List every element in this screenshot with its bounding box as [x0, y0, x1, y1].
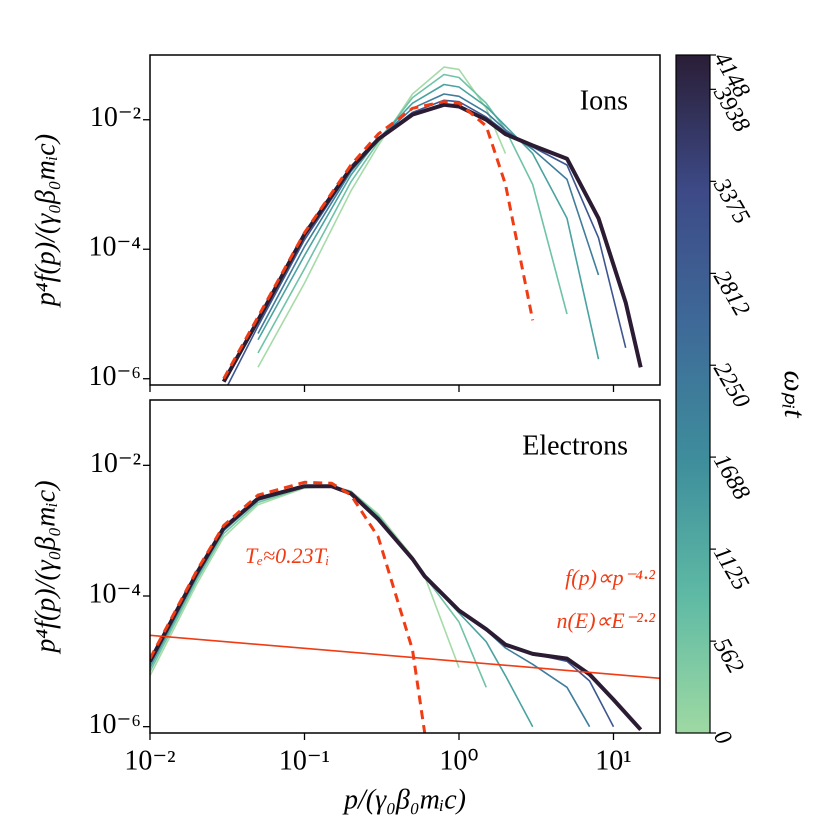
- annotation: Ions: [580, 85, 628, 116]
- y-tick-label: 10⁻⁴: [88, 232, 141, 263]
- series-line: [150, 480, 427, 733]
- colorbar: [675, 54, 711, 734]
- annotation: f(p)∝p⁻⁴·²: [565, 565, 655, 590]
- series-line: [150, 485, 534, 728]
- colorbar-tick-label: 1125: [708, 542, 754, 595]
- axes-frame: [149, 399, 661, 734]
- colorbar-tick-label: 562: [708, 634, 749, 678]
- series-line: [150, 634, 660, 680]
- y-tick-label: 10⁻⁶: [88, 709, 141, 740]
- x-axis-label: p/(γ₀β₀mᵢc): [342, 784, 466, 815]
- y-tick-label: 10⁻⁶: [88, 361, 141, 392]
- series-line: [150, 484, 643, 732]
- series-line: [226, 99, 627, 385]
- plot-area: [221, 66, 643, 385]
- y-tick-label: 10⁻²: [90, 102, 141, 133]
- colorbar-label: ωₚᵢt: [778, 370, 811, 418]
- plot-area: [150, 480, 660, 733]
- annotation: n(E)∝E⁻²·²: [556, 608, 655, 633]
- y-axis-label: p⁴f(p)/(γ₀β₀mᵢc): [30, 480, 61, 654]
- y-axis-label: p⁴f(p)/(γ₀β₀mᵢc): [30, 134, 61, 308]
- x-tick-label: 10⁻¹: [279, 745, 330, 776]
- colorbar-tick-label: 0: [708, 726, 737, 749]
- x-tick-label: 10⁰: [439, 745, 478, 776]
- y-tick-label: 10⁻⁴: [88, 578, 141, 609]
- colorbar-tick-label: 2812: [708, 266, 755, 321]
- x-tick-label: 10⁻²: [124, 745, 175, 776]
- annotation: Tₑ≈0.23Tᵢ: [245, 543, 329, 568]
- series-line: [257, 83, 600, 360]
- axes-frame: [149, 54, 661, 386]
- colorbar-tick-label: 1688: [708, 450, 755, 505]
- series-line: [222, 100, 535, 380]
- series-line: [150, 485, 591, 728]
- colorbar-tick-label: 2250: [708, 358, 755, 413]
- series-line: [221, 102, 643, 383]
- series-line: [257, 93, 600, 334]
- series-line: [257, 73, 568, 354]
- annotation: Electrons: [522, 430, 628, 461]
- y-tick-label: 10⁻²: [90, 448, 141, 479]
- x-tick-label: 10¹: [595, 745, 631, 776]
